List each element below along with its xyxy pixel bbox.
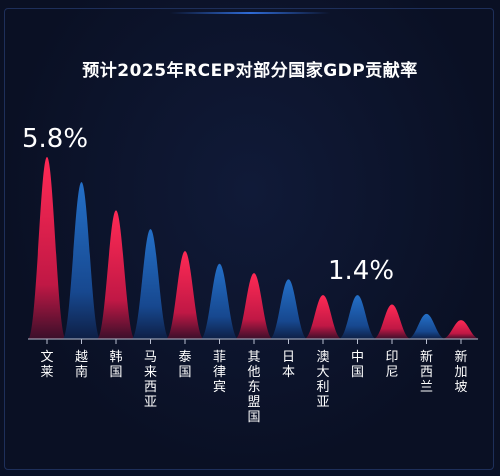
x-tick-label: 中国 bbox=[348, 350, 368, 380]
bar-7 bbox=[235, 273, 273, 339]
x-tick-label: 马来西亚 bbox=[141, 350, 161, 410]
bar-13 bbox=[442, 320, 480, 339]
x-tick-label: 新加坡 bbox=[451, 350, 471, 395]
x-tick-label: 其他东盟国 bbox=[244, 350, 264, 425]
x-tick-label: 韩国 bbox=[106, 350, 126, 380]
x-tick-label: 日本 bbox=[279, 350, 299, 380]
bar-10 bbox=[339, 295, 377, 339]
x-tick-label: 泰国 bbox=[175, 350, 195, 380]
bar-9 bbox=[304, 295, 342, 339]
bar-4 bbox=[132, 229, 170, 339]
bar-2 bbox=[63, 182, 101, 339]
bar-8 bbox=[270, 279, 308, 339]
bar-1 bbox=[28, 157, 66, 339]
x-tick-label: 菲律宾 bbox=[210, 350, 230, 395]
x-tick-label: 越南 bbox=[72, 350, 92, 380]
x-tick-label: 文莱 bbox=[37, 350, 57, 380]
bar-12 bbox=[408, 314, 446, 339]
x-tick-label: 澳大利亚 bbox=[313, 350, 333, 410]
bar-6 bbox=[201, 264, 239, 339]
bar-11 bbox=[373, 304, 411, 339]
x-tick-label: 印尼 bbox=[382, 350, 402, 380]
bar-5 bbox=[166, 251, 204, 339]
x-tick-label: 新西兰 bbox=[417, 350, 437, 395]
bar-3 bbox=[97, 210, 135, 339]
